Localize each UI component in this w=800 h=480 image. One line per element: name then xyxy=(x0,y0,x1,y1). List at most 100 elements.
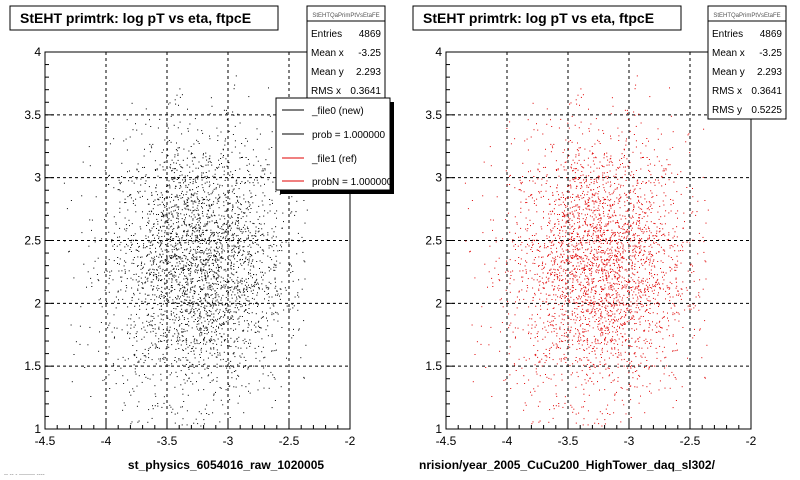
left-scatter-point xyxy=(252,202,254,204)
left-scatter-point xyxy=(228,287,230,289)
right-scatter-point xyxy=(561,373,563,375)
left-scatter-point xyxy=(188,273,190,275)
left-scatter-point xyxy=(195,227,197,229)
right-scatter-point xyxy=(606,241,608,243)
left-scatter-point xyxy=(268,387,270,389)
right-scatter-point xyxy=(588,175,590,177)
left-scatter-point xyxy=(174,422,176,424)
right-scatter-point xyxy=(631,264,633,266)
right-grid xyxy=(446,52,751,429)
right-scatter-point xyxy=(480,325,482,327)
left-scatter-point xyxy=(191,232,193,234)
right-scatter-point xyxy=(562,291,564,293)
left-scatter-point xyxy=(243,262,245,264)
left-scatter-point xyxy=(206,333,208,335)
right-scatter-point xyxy=(525,228,527,230)
left-scatter-point xyxy=(233,311,235,313)
left-scatter-point xyxy=(180,406,182,408)
left-scatter-point xyxy=(236,182,238,184)
left-scatter-point xyxy=(178,283,180,285)
left-scatter-point xyxy=(254,282,256,283)
left-scatter-point xyxy=(152,408,154,410)
left-scatter-point xyxy=(257,244,259,246)
right-scatter-point xyxy=(598,186,600,188)
left-scatter-point xyxy=(171,344,173,346)
left-scatter-point xyxy=(234,245,236,247)
left-scatter-point xyxy=(172,206,174,208)
left-scatter-point xyxy=(145,238,147,239)
left-scatter-point xyxy=(248,260,250,262)
right-scatter-point xyxy=(542,282,544,283)
left-scatter-point xyxy=(169,187,171,189)
left-scatter-point xyxy=(185,194,187,195)
right-scatter-point xyxy=(575,177,577,179)
left-scatter-point xyxy=(220,335,222,337)
left-scatter-point xyxy=(262,346,264,348)
left-scatter-point xyxy=(266,312,267,314)
right-scatter-point xyxy=(595,357,597,359)
left-scatter-point xyxy=(261,262,263,263)
right-scatter-point xyxy=(574,199,576,201)
left-scatter-point xyxy=(175,297,176,299)
right-scatter-point xyxy=(594,311,596,312)
right-scatter-point xyxy=(610,181,611,183)
left-scatter-point xyxy=(147,254,149,256)
left-scatter-point xyxy=(260,271,262,273)
left-scatter-point xyxy=(265,239,267,241)
left-scatter-point xyxy=(140,228,142,230)
right-scatter-point xyxy=(677,210,679,212)
left-scatter-point xyxy=(193,259,195,261)
left-scatter-point xyxy=(118,179,120,181)
left-scatter-point xyxy=(218,232,220,233)
left-scatter-point xyxy=(141,261,143,263)
left-scatter-point xyxy=(248,258,250,260)
left-scatter-point xyxy=(207,357,209,359)
left-scatter-point xyxy=(210,339,212,341)
left-scatter-point xyxy=(156,263,157,265)
left-x-axis-label: st_physics_6054016_raw_1020005 xyxy=(128,458,324,472)
left-scatter-point xyxy=(152,243,154,245)
left-scatter-point xyxy=(250,196,252,198)
left-scatter-point xyxy=(216,250,218,252)
right-scatter-point xyxy=(572,279,574,281)
right-scatter-point xyxy=(541,268,543,270)
right-scatter-point xyxy=(642,143,644,144)
right-scatter-point xyxy=(649,313,651,314)
left-scatter-point xyxy=(237,199,239,201)
left-scatter-point xyxy=(156,218,158,220)
left-scatter-point xyxy=(304,278,306,280)
right-scatter-point xyxy=(565,139,567,141)
left-scatter-point xyxy=(219,311,220,313)
right-scatter-point xyxy=(570,329,572,331)
left-scatter-point xyxy=(252,243,254,244)
right-scatter-point xyxy=(619,200,621,202)
left-scatter-point xyxy=(201,264,203,266)
right-scatter-point xyxy=(543,266,545,268)
left-scatter-point xyxy=(232,221,234,223)
left-scatter-point xyxy=(233,250,235,252)
right-scatter-point xyxy=(640,258,642,260)
left-scatter-point xyxy=(197,191,199,192)
left-scatter-point xyxy=(189,189,191,191)
left-scatter-point xyxy=(257,306,258,307)
left-scatter-point xyxy=(214,215,216,217)
left-scatter-point xyxy=(230,229,231,231)
right-scatter-point xyxy=(563,358,565,360)
right-scatter-point xyxy=(650,240,652,242)
left-scatter-point xyxy=(186,293,188,295)
right-scatter-point xyxy=(645,310,647,311)
right-scatter-point xyxy=(650,221,652,223)
left-scatter-point xyxy=(219,241,221,243)
left-scatter-point xyxy=(137,250,139,251)
left-scatter-point xyxy=(148,409,150,411)
right-scatter-point xyxy=(584,200,586,202)
left-scatter-point xyxy=(182,393,184,395)
left-scatter-point xyxy=(209,184,211,186)
right-scatter-point xyxy=(580,288,582,290)
left-scatter-point xyxy=(217,248,219,250)
left-scatter-point xyxy=(170,115,172,117)
left-scatter-point xyxy=(225,361,227,362)
right-scatter-point xyxy=(600,327,602,329)
left-scatter-point xyxy=(126,278,128,280)
right-scatter-point xyxy=(496,196,498,198)
